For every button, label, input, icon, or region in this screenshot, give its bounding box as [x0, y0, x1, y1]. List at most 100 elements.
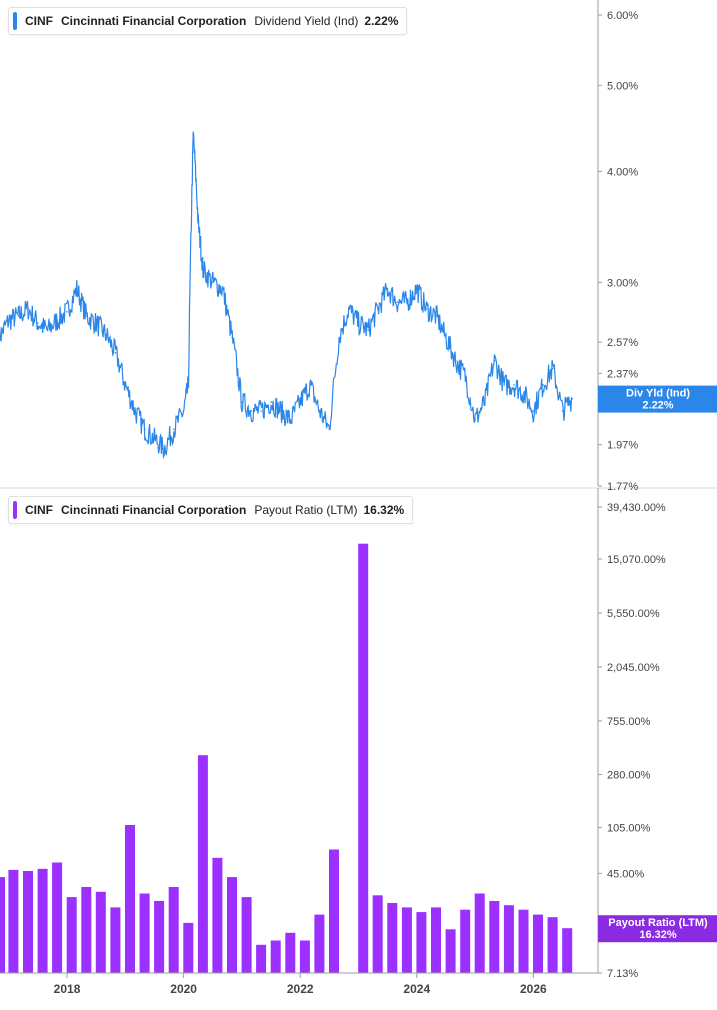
bottom-y-tick-label: 105.00% — [607, 823, 651, 835]
bottom-legend[interactable]: CINF Cincinnati Financial Corporation Pa… — [8, 496, 414, 524]
top-y-tick-label: 5.00% — [607, 80, 638, 92]
dividend-yield-point — [134, 410, 136, 412]
dividend-yield-point — [270, 401, 272, 403]
dividend-yield-point — [406, 301, 408, 304]
payout-ratio-bar[interactable] — [0, 877, 5, 973]
dividend-yield-point — [182, 410, 185, 412]
dividend-yield-point — [386, 288, 389, 290]
payout-ratio-bar[interactable] — [533, 914, 543, 973]
dividend-yield-point — [66, 311, 68, 313]
payout-ratio-bar[interactable] — [110, 907, 121, 973]
top-legend-company: Cincinnati Financial Corporation — [61, 14, 247, 28]
payout-ratio-bar[interactable] — [270, 940, 281, 974]
dividend-yield-badge-value: 2.22% — [642, 400, 673, 412]
dividend-yield-point — [513, 384, 515, 386]
payout-ratio-badge-bg — [598, 915, 717, 943]
top-legend[interactable]: CINF Cincinnati Financial Corporation Di… — [8, 7, 408, 35]
payout-ratio-bar[interactable] — [168, 887, 179, 973]
dividend-yield-point — [163, 447, 165, 450]
dividend-yield-point — [144, 428, 146, 431]
payout-ratio-bar[interactable] — [518, 909, 529, 973]
payout-ratio-bar[interactable] — [547, 917, 558, 973]
payout-ratio-bar[interactable] — [474, 893, 485, 974]
bottom-legend-metric: Payout Ratio (LTM) — [254, 503, 358, 517]
dividend-yield-point — [46, 329, 49, 332]
payout-ratio-badge-value: 16.32% — [639, 929, 677, 941]
payout-ratio-bar[interactable] — [23, 871, 33, 973]
top-y-tick-label: 1.97% — [607, 440, 638, 452]
x-tick-label: 2020 — [170, 982, 197, 996]
payout-ratio-bar[interactable] — [358, 543, 369, 973]
top-legend-value: 2.22% — [364, 14, 399, 28]
top-y-axis: 6.00% 5.00% 4.00% 3.00% 2.57% 2.37% 1.97% 1.77% — [0, 0, 717, 493]
dividend-yield-series — [0, 131, 573, 460]
x-tick-label: 2018 — [54, 982, 81, 996]
top-y-tick-label: 2.37% — [607, 368, 638, 380]
dividend-yield-point — [27, 308, 30, 310]
payout-ratio-bar[interactable] — [37, 868, 48, 973]
payout-ratio-bar[interactable] — [52, 862, 63, 974]
payout-ratio-bar[interactable] — [227, 877, 237, 973]
dividend-yield-point — [571, 397, 573, 400]
payout-ratio-bar[interactable] — [125, 825, 135, 973]
bottom-y-tick-label: 2,045.00% — [607, 662, 660, 674]
payout-ratio-bar[interactable] — [416, 912, 427, 973]
payout-ratio-bar[interactable] — [197, 755, 208, 973]
payout-ratio-bar[interactable] — [431, 907, 441, 973]
dividend-yield-point — [493, 359, 496, 362]
bottom-legend-company: Cincinnati Financial Corporation — [61, 503, 247, 517]
dividend-yield-point — [280, 410, 282, 412]
payout-ratio-bar[interactable] — [460, 909, 471, 973]
payout-ratio-bar[interactable] — [299, 940, 310, 974]
dividend-yield-point — [260, 410, 263, 412]
payout-ratio-bar[interactable] — [95, 891, 106, 973]
payout-ratio-bar[interactable] — [81, 887, 92, 973]
top-y-tick-label: 6.00% — [607, 10, 638, 22]
dividend-yield-point — [532, 410, 535, 412]
dividend-yield-point — [338, 336, 340, 339]
payout-ratio-bar[interactable] — [562, 928, 573, 973]
payout-ratio-bar[interactable] — [401, 907, 412, 973]
payout-ratio-bar[interactable] — [183, 922, 194, 973]
payout-ratio-bar[interactable] — [154, 901, 165, 973]
payout-ratio-badge-label: Payout Ratio (LTM) — [608, 917, 708, 929]
payout-ratio-bar[interactable] — [489, 901, 500, 973]
dividend-yield-point — [542, 384, 544, 386]
dividend-yield-point — [231, 336, 233, 339]
dividend-yield-point — [396, 301, 399, 304]
payout-ratio-bar[interactable] — [256, 944, 267, 973]
payout-ratio-bar[interactable] — [8, 869, 19, 973]
dividend-yield-point — [299, 401, 302, 403]
payout-ratio-bar[interactable] — [314, 914, 325, 973]
payout-ratio-bar[interactable] — [387, 903, 398, 973]
dividend-yield-swatch — [13, 12, 17, 30]
payout-ratio-series — [0, 543, 573, 974]
x-axis: 2018 2020 2022 2024 2026 — [0, 972, 598, 996]
payout-ratio-bar[interactable] — [445, 929, 456, 973]
dividend-yield-point — [105, 333, 107, 336]
payout-ratio-bar[interactable] — [212, 857, 223, 973]
dividend-yield-point — [377, 308, 379, 310]
payout-ratio-bar[interactable] — [241, 897, 252, 973]
payout-ratio-bar[interactable] — [285, 932, 296, 973]
bottom-y-axis: 39,430.00% 15,070.00% 5,550.00% 2,045.00% 75… — [597, 488, 666, 980]
dividend-yield-badge-bg — [598, 385, 717, 413]
payout-ratio-bar[interactable] — [139, 893, 150, 974]
dividend-yield-point — [56, 319, 59, 322]
payout-ratio-bar[interactable] — [329, 849, 339, 974]
dividend-yield-point — [318, 410, 321, 412]
dividend-yield-point — [173, 428, 175, 431]
x-tick-label: 2024 — [403, 982, 430, 996]
dividend-yield-point — [202, 269, 204, 271]
dividend-yield-point — [212, 281, 214, 284]
bottom-y-tick-label: 45.00% — [607, 868, 645, 880]
payout-ratio-bar[interactable] — [503, 905, 514, 973]
dividend-yield-point — [416, 288, 418, 290]
x-tick-label: 2022 — [287, 982, 314, 996]
payout-ratio-bar[interactable] — [372, 895, 383, 973]
payout-ratio-bar[interactable] — [66, 897, 77, 973]
top-y-tick-label: 3.00% — [607, 277, 638, 289]
dividend-yield-point — [197, 222, 199, 224]
bottom-y-tick-label: 15,070.00% — [607, 554, 666, 566]
